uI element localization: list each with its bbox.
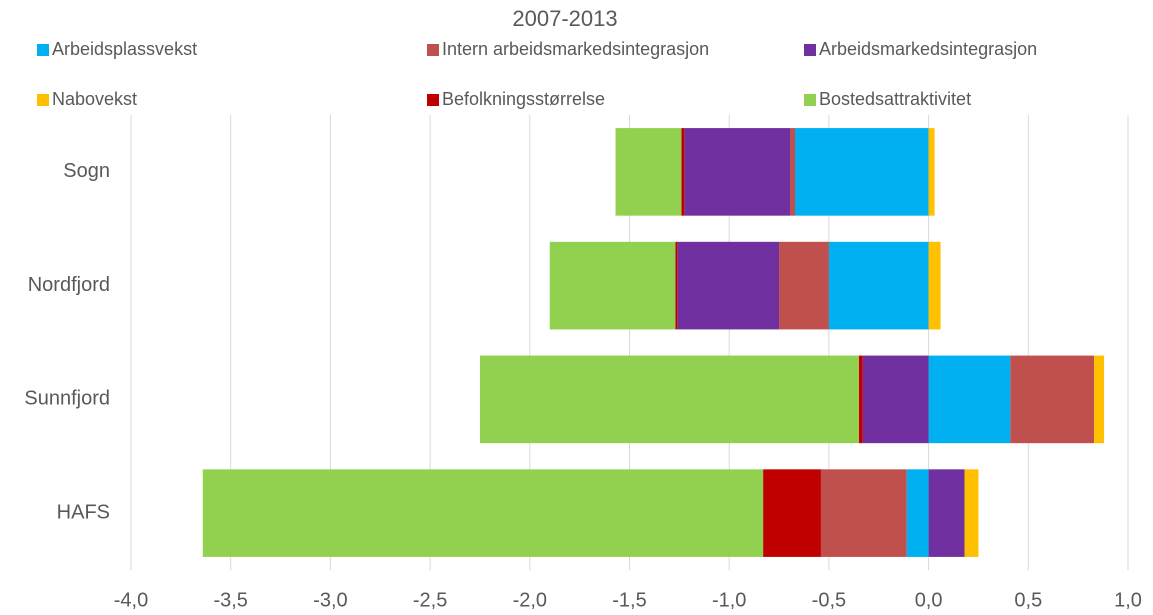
- bar-segment: [928, 241, 941, 330]
- x-tick-label: -0,5: [812, 589, 846, 611]
- x-tick-label: 0,5: [1014, 589, 1042, 611]
- legend-label: Bostedsattraktivitet: [819, 89, 971, 109]
- x-tick-label: -3,0: [313, 589, 347, 611]
- bar-segment: [549, 241, 676, 330]
- bar-segment: [820, 469, 907, 557]
- x-tick-label: -4,0: [114, 589, 148, 611]
- legend-swatch: [427, 44, 439, 56]
- y-tick-label: Sunnfjord: [24, 388, 110, 410]
- legend-label: Arbeidsplassvekst: [52, 39, 197, 59]
- legend-swatch: [37, 94, 49, 106]
- y-tick-label: Nordfjord: [28, 274, 110, 296]
- legend-label: Befolkningsstørrelse: [442, 89, 605, 109]
- bar-segment: [1094, 355, 1105, 444]
- bar-segment: [677, 241, 780, 330]
- bar-segment: [906, 469, 929, 557]
- y-tick-label: HAFS: [57, 501, 110, 523]
- bar-segment: [1010, 355, 1095, 444]
- bar-segment: [675, 241, 678, 330]
- y-tick-label: Sogn: [63, 160, 110, 182]
- bar-segment: [928, 355, 1011, 444]
- bar-segment: [928, 469, 965, 557]
- bar-segment: [795, 128, 929, 216]
- x-tick-label: -1,5: [612, 589, 646, 611]
- bar-segment: [479, 355, 859, 444]
- legend-swatch: [804, 94, 816, 106]
- bar-segment: [928, 128, 935, 216]
- bar-segment: [779, 241, 829, 330]
- bar-segment: [858, 355, 863, 444]
- x-tick-label: -3,5: [213, 589, 247, 611]
- legend-label: Intern arbeidsmarkedsintegrasjon: [442, 39, 709, 59]
- bar-segment: [681, 128, 685, 216]
- bar-segment: [862, 355, 929, 444]
- bar-segment: [615, 128, 682, 216]
- x-tick-label: 1,0: [1114, 589, 1142, 611]
- bar-segment: [763, 469, 821, 557]
- x-tick-label: -1,0: [712, 589, 746, 611]
- legend-label: Arbeidsmarkedsintegrasjon: [819, 39, 1037, 59]
- chart-title: 2007-2013: [512, 6, 617, 31]
- x-tick-label: -2,0: [513, 589, 547, 611]
- bar-segment: [684, 128, 791, 216]
- bar-segment: [790, 128, 796, 216]
- legend-label: Nabovekst: [52, 89, 137, 109]
- legend-swatch: [427, 94, 439, 106]
- bar-segment: [202, 469, 764, 557]
- x-tick-label: -2,5: [413, 589, 447, 611]
- x-tick-label: 0,0: [915, 589, 943, 611]
- legend-swatch: [37, 44, 49, 56]
- legend-swatch: [804, 44, 816, 56]
- bar-segment: [964, 469, 979, 557]
- bar-segment: [828, 241, 929, 330]
